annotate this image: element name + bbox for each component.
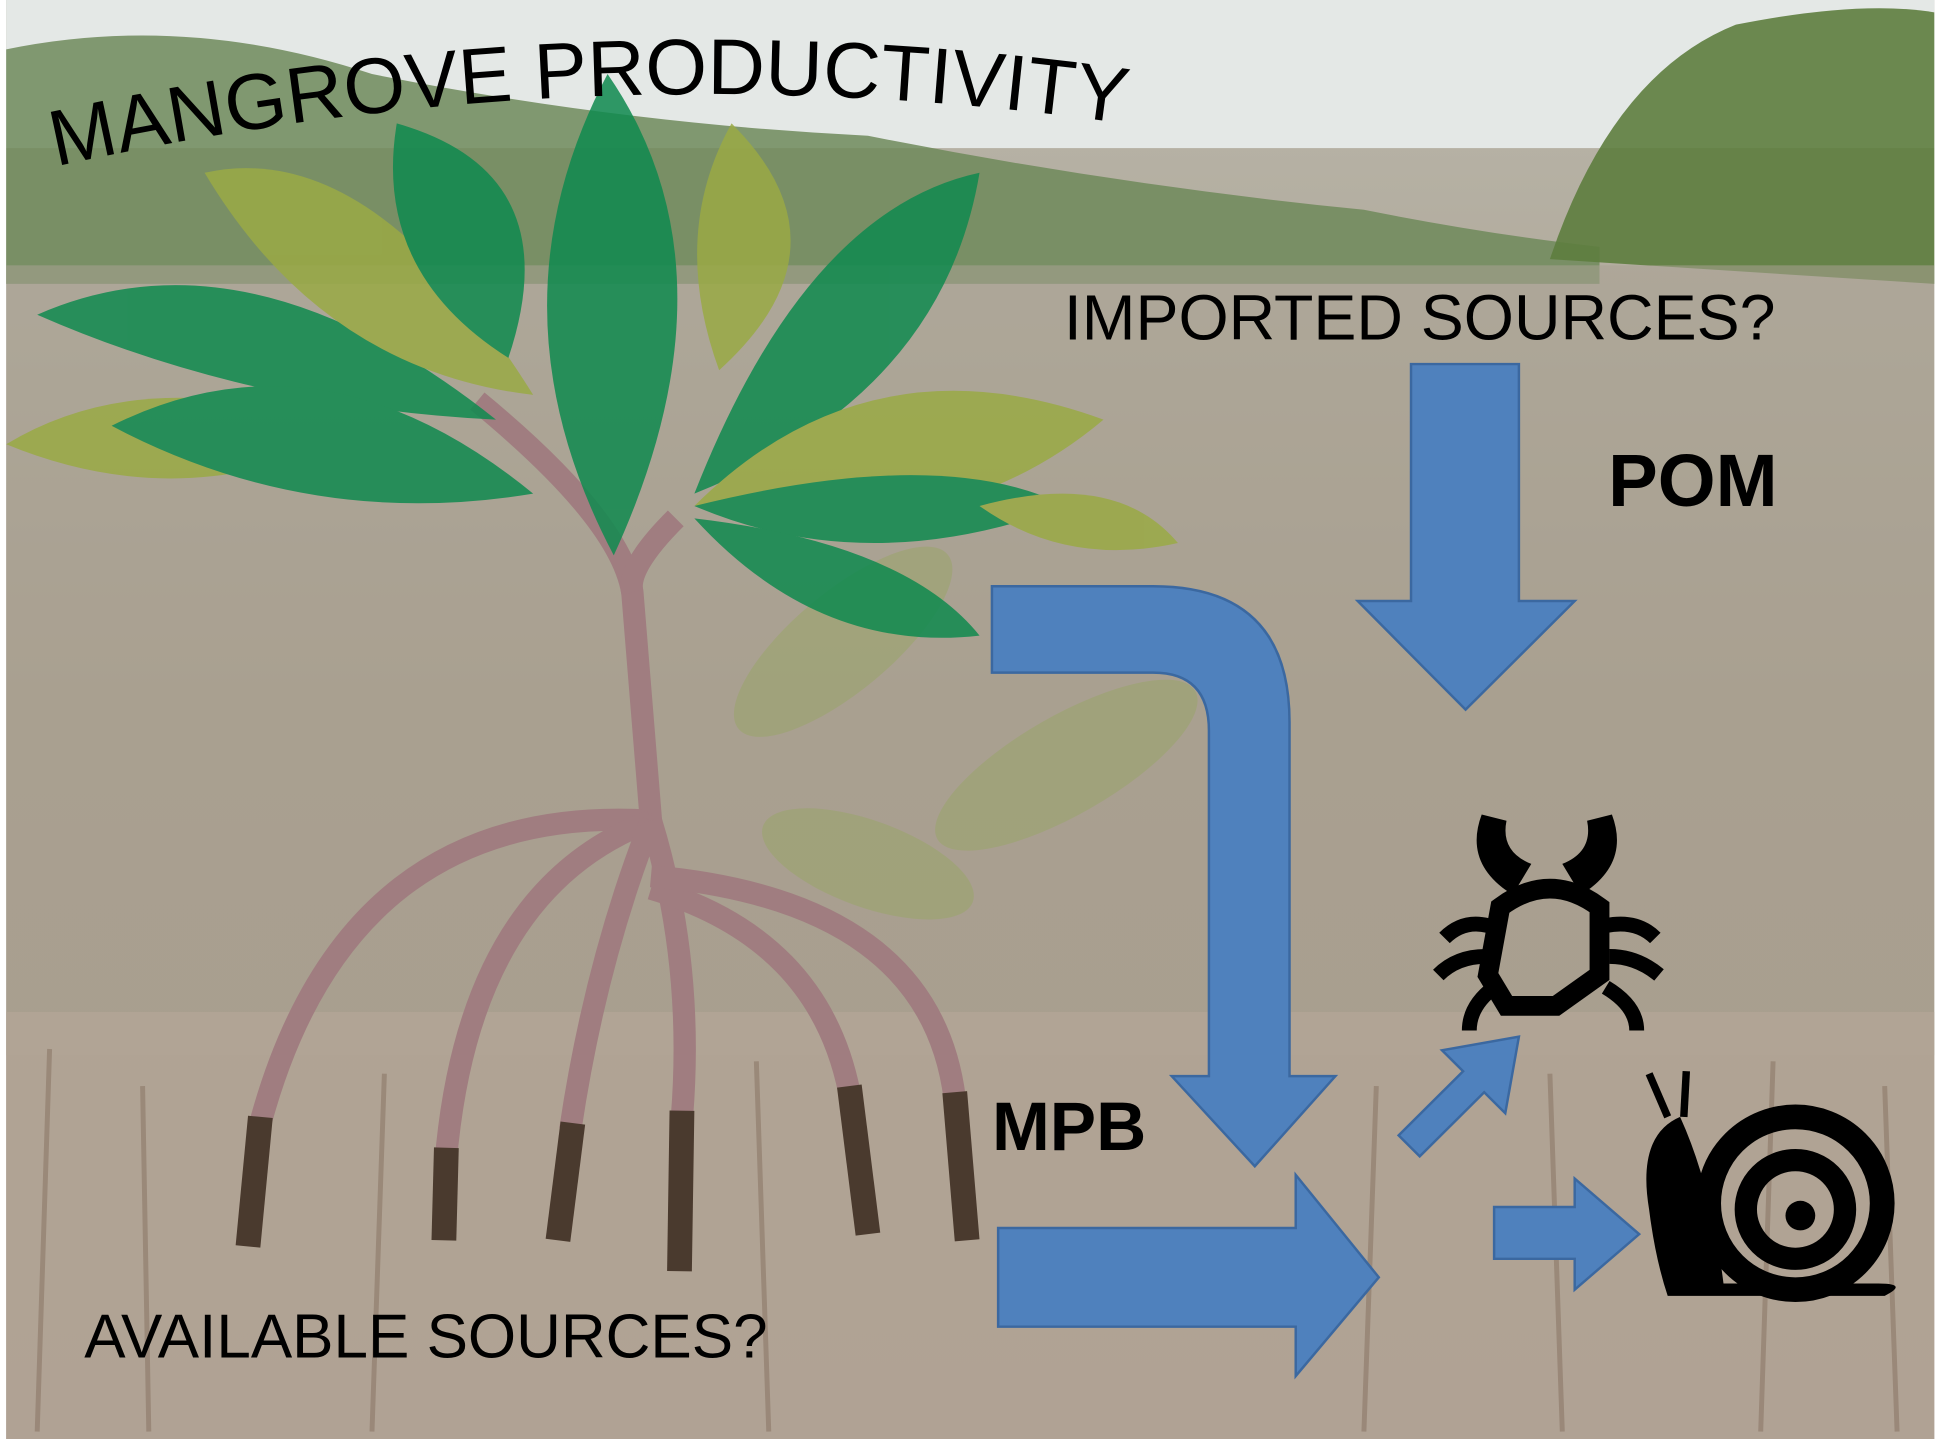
diagram: DETRITUS MANGROVE PRODUCTIVITY IMPORTED … (0, 0, 1938, 1439)
page: {"title":"MANGROVE PRODUCTIVITY","labels… (0, 0, 1938, 1439)
imported-label: IMPORTED SOURCES? (1064, 282, 1776, 354)
pom-label: POM (1608, 439, 1777, 522)
available-label: AVAILABLE SOURCES? (84, 1303, 767, 1372)
mpb-label: MPB (992, 1087, 1146, 1165)
